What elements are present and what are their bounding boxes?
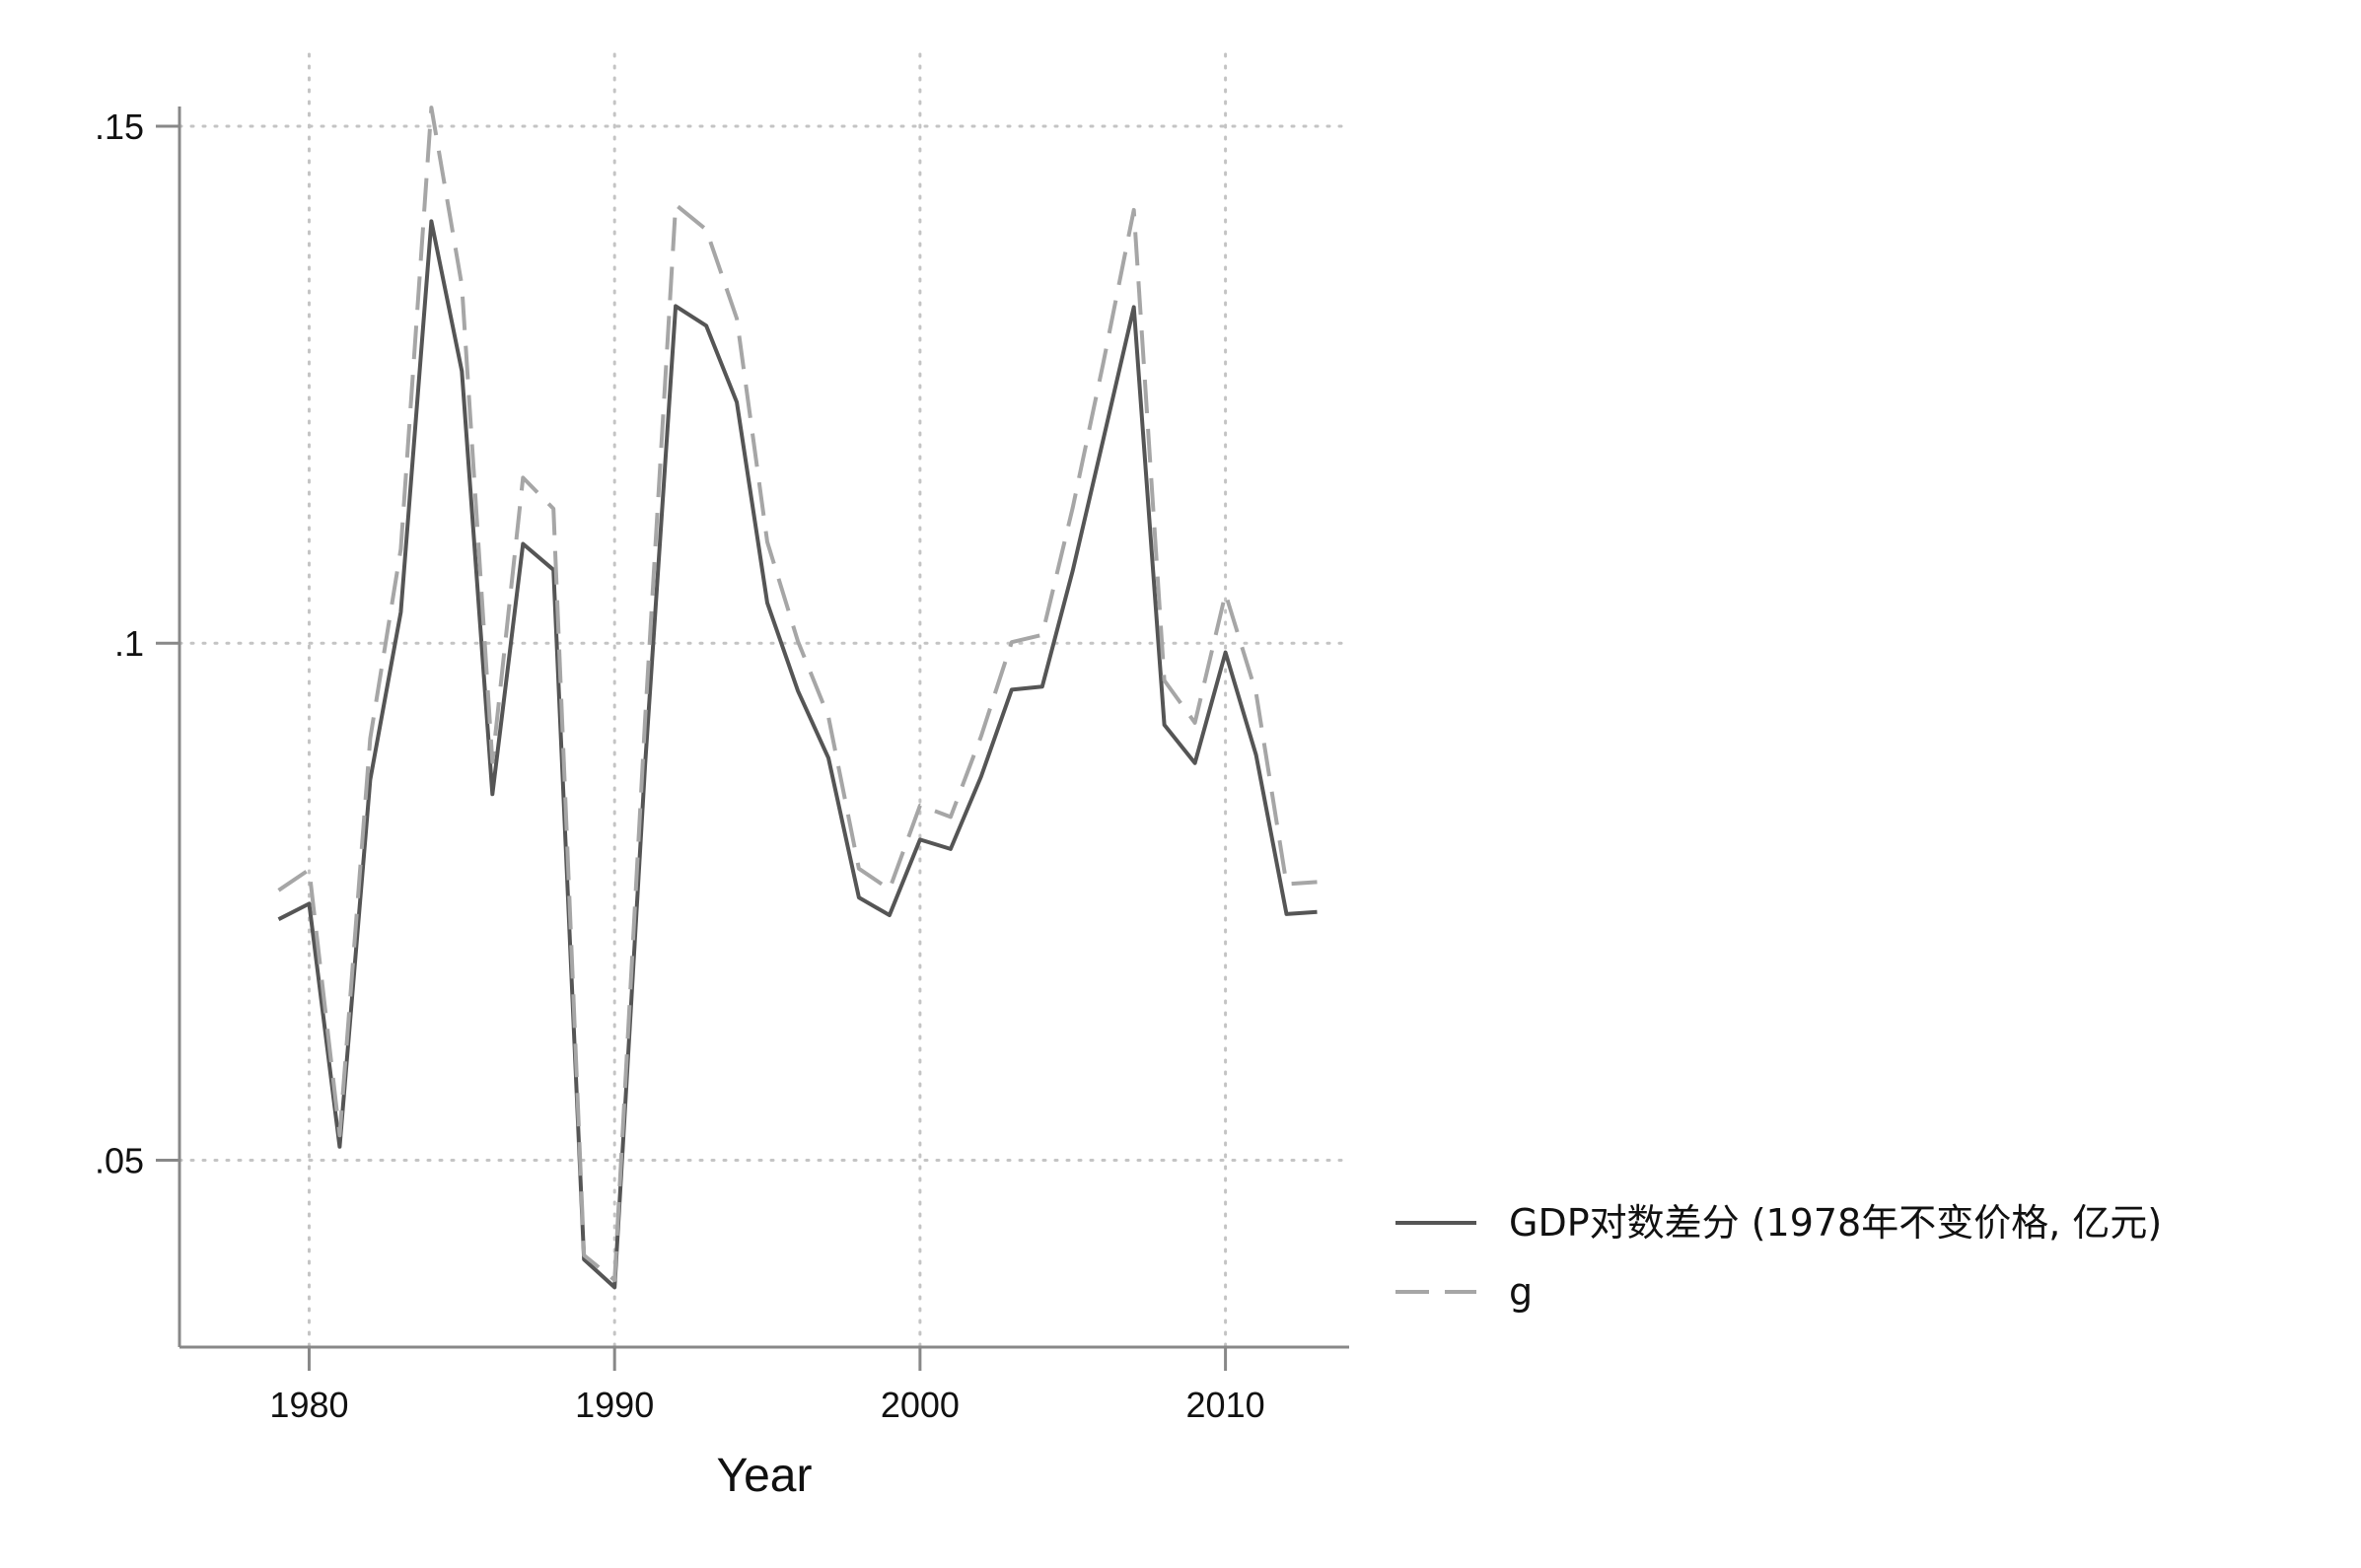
y-tick-label: .15 (95, 107, 144, 147)
x-axis-title: Year (717, 1450, 813, 1502)
y-tick-label: .05 (95, 1140, 144, 1180)
x-tick-label: 1990 (575, 1385, 654, 1425)
x-tick-label: 2010 (1186, 1385, 1265, 1425)
legend-label-gdp-log-diff: GDP对数差分 (1978年不变价格, 亿元) (1509, 1201, 2162, 1245)
x-tick-label: 2000 (881, 1385, 960, 1425)
series (277, 106, 1318, 1290)
x-tick-label: 1980 (269, 1385, 348, 1425)
axes (178, 107, 1349, 1349)
legend-label-g: g (1509, 1270, 1533, 1314)
series-line-gdp-log-diff (277, 219, 1318, 1290)
series-line-g (277, 106, 1318, 1283)
ticks: .05 .1 .15 1980 1990 2000 2010 (95, 107, 1265, 1425)
gridlines (178, 52, 1351, 1349)
legend: GDP对数差分 (1978年不变价格, 亿元) g (1395, 1201, 2162, 1314)
y-tick-label: .1 (114, 623, 144, 664)
